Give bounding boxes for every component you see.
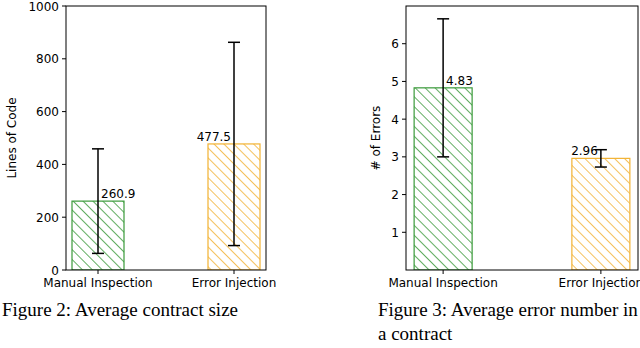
y-tick-label: 200 <box>36 211 59 225</box>
error-cap <box>595 166 607 168</box>
caption-line: Figure 2: Average contract size <box>2 299 238 320</box>
error-cap <box>437 18 449 20</box>
x-tick <box>443 270 444 274</box>
caption-line: a contract <box>378 323 453 344</box>
data-label: 4.83 <box>446 74 473 88</box>
y-tick-label: 1 <box>391 226 399 240</box>
y-tick <box>402 156 406 157</box>
error-cap <box>437 156 449 158</box>
data-label: 2.96 <box>571 144 598 158</box>
caption-line: Figure 3: Average error number in <box>378 299 638 320</box>
y-tick <box>62 58 66 59</box>
bar <box>572 158 630 270</box>
error-stem <box>97 149 99 254</box>
y-tick <box>402 119 406 120</box>
error-cap <box>92 253 104 255</box>
y-tick-label: 800 <box>36 52 59 66</box>
data-label: 477.5 <box>197 130 231 144</box>
error-cap <box>228 245 240 247</box>
error-cap <box>228 42 240 44</box>
x-tick-label: Manual Inspection <box>388 276 497 290</box>
plot-frame <box>406 6 638 270</box>
plot-frame <box>66 6 266 270</box>
caption: Figure 2: Average contract size <box>2 299 238 320</box>
x-tick <box>600 270 601 274</box>
y-tick-label: 400 <box>36 158 59 172</box>
y-tick <box>62 164 66 165</box>
error-stem <box>442 19 444 157</box>
y-tick-label: 1000 <box>28 0 59 14</box>
x-tick-label: Manual Inspection <box>43 276 152 290</box>
error-stem <box>600 150 602 167</box>
chart: 02004006008001000Lines of CodeManual Ins… <box>2 0 276 320</box>
error-stem <box>233 42 235 245</box>
y-axis-label: # of Errors <box>369 106 383 171</box>
error-cap <box>92 148 104 150</box>
y-tick-label: 5 <box>391 75 399 89</box>
x-tick <box>234 270 235 274</box>
x-tick-label: Error Injection <box>192 276 277 290</box>
y-tick <box>402 194 406 195</box>
y-tick <box>62 111 66 112</box>
y-tick <box>62 270 66 271</box>
chart: 1 2 3 4 5 6 # of Errors Manual Inspection Error … <box>369 6 640 344</box>
bars <box>414 19 630 270</box>
y-tick-label: 6 <box>391 37 399 51</box>
y-tick-label: 3 <box>391 150 399 164</box>
figure: 02004006008001000Lines of CodeManual Ins… <box>0 0 640 348</box>
y-tick <box>402 43 406 44</box>
x-tick-label: Error Injection <box>559 276 640 290</box>
data-label: 260.9 <box>101 187 135 201</box>
y-tick <box>62 217 66 218</box>
y-tick <box>402 232 406 233</box>
y-axis-label: Lines of Code <box>5 97 19 178</box>
y-tick-label: 600 <box>36 105 59 119</box>
y-tick-label: 2 <box>391 188 399 202</box>
y-tick <box>402 81 406 82</box>
x-tick <box>98 270 99 274</box>
caption: Figure 3: Average error number in a contr… <box>378 299 638 344</box>
y-tick-label: 4 <box>391 113 399 127</box>
y-tick <box>62 6 66 7</box>
bars <box>72 42 260 270</box>
